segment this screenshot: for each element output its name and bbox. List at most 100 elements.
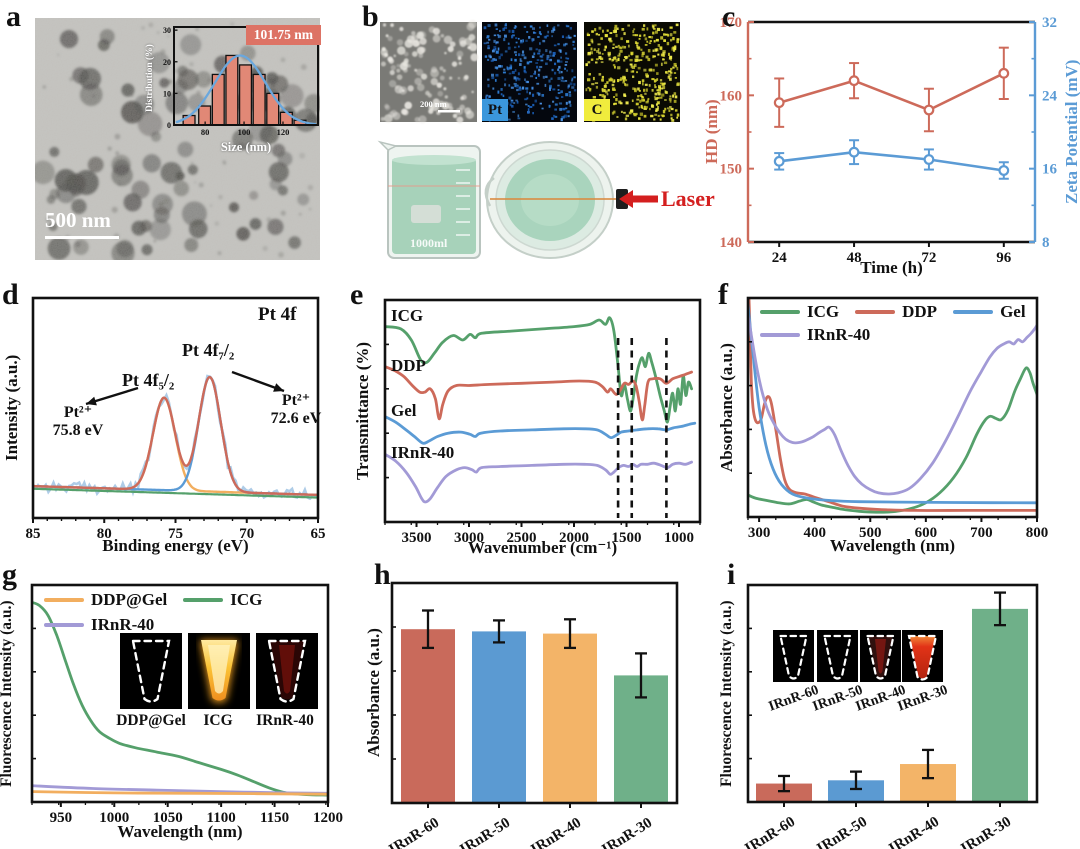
svg-text:75: 75 (168, 526, 183, 542)
svg-text:140: 140 (720, 235, 743, 251)
tem-canvas (35, 18, 320, 260)
panel-d: d 85 80 75 70 65 Intensity (a.u.) Binding en… (0, 278, 345, 560)
beaker-volume-label: 1000ml (410, 236, 448, 250)
svg-text:600: 600 (915, 525, 938, 541)
absorbance-axis-label-h: Absorbance (a.u.) (364, 628, 383, 758)
peak2-label: Pt 4f₇/₂ (182, 340, 235, 360)
svg-text:96: 96 (996, 250, 1012, 266)
svg-text:950: 950 (50, 810, 73, 826)
svg-text:1050: 1050 (153, 810, 183, 826)
svg-text:2000: 2000 (559, 530, 589, 546)
inset-label-ddpgel: DDP@Gel (116, 712, 186, 729)
ddp-legend-swatch (855, 310, 896, 314)
panel-e-canvas: 3500 3000 2500 2000 1500 1000 (383, 298, 702, 546)
panel-i-letter: i (727, 558, 736, 591)
inset-label-icg: ICG (203, 712, 233, 729)
panel-g: g 950 1000 1050 1100 1150 1200 Fluorescence I… (0, 560, 370, 849)
legend-g-row2: IRnR-40 (44, 615, 170, 635)
svg-text:10: 10 (163, 89, 171, 98)
icg-legend-label-g: ICG (230, 590, 263, 609)
panel-b-letter: b (362, 0, 379, 33)
svg-text:300: 300 (748, 525, 771, 541)
ddpgel-legend-label: DDP@Gel (91, 590, 168, 609)
scale-bar (45, 236, 119, 239)
fluorescence-axis-label-g: Fluorescence Intensity (a.u.) (0, 600, 15, 787)
panel-e: e 3500 3000 2500 2000 1500 1000 Transmittance… (345, 278, 715, 560)
svg-text:100: 100 (238, 127, 251, 137)
svg-text:85: 85 (26, 526, 41, 542)
panel-f-letter: f (718, 278, 728, 311)
panel-f: f 300 400 500 600 700 800 Absorbance (a.u.) W… (715, 278, 1080, 560)
panel-h: h IRnR-60 IRnR-50 IRnR-40 IRnR-30 Absorbanc… (364, 558, 720, 849)
gel-legend-label: Gel (1000, 302, 1026, 321)
panel-g-letter: g (2, 558, 17, 591)
svg-text:30: 30 (163, 26, 171, 35)
panel-c-canvas: 140 150 160 170 8 16 24 32 24 48 72 96 (720, 15, 1058, 266)
icg-legend-label: ICG (807, 302, 840, 321)
panel-g-canvas: 950 1000 1050 1100 1150 1200 (30, 583, 343, 826)
irnr40-curve-label: IRnR-40 (391, 443, 455, 462)
wavelength-axis-label-g: Wavelength (nm) (117, 822, 243, 841)
icg-legend-swatch (760, 310, 800, 314)
svg-text:0: 0 (167, 121, 171, 130)
legend-f-row2: IRnR-40 (760, 325, 886, 345)
inset-label-irnr40: IRnR-40 (256, 712, 314, 729)
panel-b-canvas (377, 19, 680, 259)
tem-image: 500 nm 0 10 20 30 80 100 120 101.75 nm Distrib… (35, 18, 321, 260)
irnr40-legend-label: IRnR-40 (807, 325, 871, 344)
irnr40-legend-swatch-g (44, 623, 84, 627)
ddpgel-legend-swatch (44, 598, 84, 602)
svg-text:3500: 3500 (402, 530, 432, 546)
c-map-badge: C (584, 99, 610, 121)
wavenumber-axis-label: Wavenumber (cm⁻¹) (467, 538, 618, 557)
peak1-annotation: Pt²⁺ 75.8 eV (52, 404, 104, 440)
svg-text:48: 48 (847, 250, 862, 266)
xps-region-label: Pt 4f (258, 304, 297, 325)
panel-h-canvas: IRnR-60 IRnR-50 IRnR-40 IRnR-30 (386, 581, 679, 849)
svg-text:8: 8 (1042, 235, 1050, 251)
svg-text:160: 160 (720, 88, 743, 104)
svg-text:170: 170 (720, 15, 743, 31)
svg-text:1150: 1150 (260, 810, 289, 826)
intensity-axis-label: Intensity (a.u.) (2, 354, 21, 462)
scale-bar-label: 500 nm (45, 208, 111, 232)
svg-text:IRnR-60: IRnR-60 (386, 815, 442, 849)
histogram-ylabel: Distribution (%) (145, 44, 155, 112)
icg-legend-swatch-g (183, 598, 224, 602)
wavelength-axis-label-f: Wavelength (nm) (829, 536, 956, 555)
svg-text:1100: 1100 (207, 810, 236, 826)
svg-text:400: 400 (803, 525, 826, 541)
svg-text:1000: 1000 (99, 810, 129, 826)
svg-text:IRnR-60: IRnR-60 (742, 814, 798, 849)
svg-text:32: 32 (1042, 15, 1057, 31)
svg-text:16: 16 (1042, 162, 1058, 178)
panel-b: b 200 nm Pt C 1000ml Laser (360, 0, 715, 278)
svg-text:IRnR-40: IRnR-40 (528, 815, 584, 849)
svg-text:700: 700 (970, 525, 993, 541)
panel-h-letter: h (374, 558, 391, 591)
mean-size-badge: 101.75 nm (245, 25, 321, 45)
pt-map-badge: Pt (482, 99, 508, 121)
panel-e-letter: e (350, 278, 364, 311)
svg-text:IRnR-30: IRnR-30 (599, 815, 655, 849)
svg-text:IRnR-40: IRnR-40 (886, 814, 942, 849)
laser-label: Laser (661, 186, 715, 211)
panel-c-letter: c (722, 0, 736, 33)
svg-text:20: 20 (163, 58, 171, 67)
svg-text:70: 70 (239, 526, 254, 542)
absorbance-axis-label: Absorbance (a.u.) (717, 343, 736, 472)
svg-text:2500: 2500 (507, 530, 537, 546)
zeta-axis-label: Zeta Potential (mV) (1062, 59, 1080, 205)
svg-text:IRnR-60: IRnR-60 (767, 683, 821, 715)
svg-text:1000: 1000 (664, 530, 694, 546)
svg-text:800: 800 (1026, 525, 1049, 541)
time-axis-label: Time (h) (860, 258, 923, 277)
svg-text:80: 80 (201, 127, 210, 137)
irnr40-legend-swatch (760, 333, 800, 337)
panel-c: c 140 150 160 170 8 16 24 32 24 48 72 96 HD (nm) Ze… (702, 0, 1080, 278)
svg-text:IRnR-50: IRnR-50 (814, 814, 870, 849)
svg-text:80: 80 (97, 526, 112, 542)
fluorescence-axis-label-i: Fluorescence Intensity (a.u.) (718, 600, 735, 787)
histogram-canvas: 0 10 20 30 80 100 120 (163, 26, 319, 137)
